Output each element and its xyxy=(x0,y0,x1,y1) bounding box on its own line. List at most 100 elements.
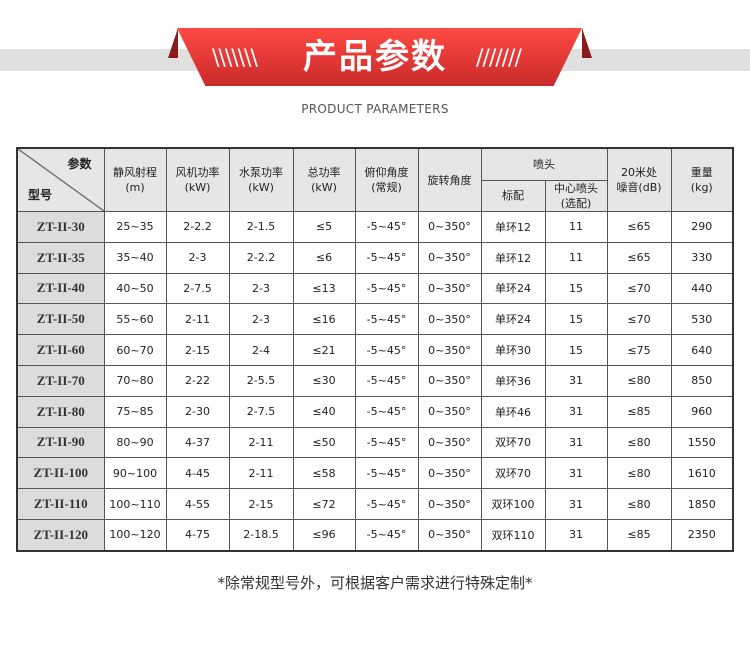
cell-weight: 530 xyxy=(670,303,734,336)
cell-noise: ≤80 xyxy=(606,488,672,520)
cell-weight: 640 xyxy=(670,334,734,366)
ribbon-fold-right xyxy=(582,28,592,58)
cell-fan-power: 2-7.5 xyxy=(165,272,230,305)
cell-total-power: ≤58 xyxy=(292,457,356,490)
header-rotation: 旋转角度 xyxy=(417,147,482,212)
table-row: ZT-II-50 55~60 2-11 2-3 ≤16 -5~45° 0~350° 单环24 1… xyxy=(16,303,734,336)
cell-pump-power: 2-18.5 xyxy=(228,518,294,552)
table-row: ZT-II-30 25~35 2-2.2 2-1.5 ≤5 -5~45° 0~350° 单环1… xyxy=(16,211,734,243)
cell-fan-power: 2-30 xyxy=(165,395,230,428)
cell-pitch: -5~45° xyxy=(354,303,419,336)
header-range: 静风射程 (m) xyxy=(103,147,167,212)
header-noise: 20米处 噪音(dB) xyxy=(606,147,672,212)
cell-rotation: 0~350° xyxy=(417,518,482,552)
cell-fan-power: 4-45 xyxy=(165,457,230,490)
cell-nozzle-standard: 双环110 xyxy=(480,518,546,552)
cell-pitch: -5~45° xyxy=(354,334,419,366)
cell-range: 80~90 xyxy=(103,426,167,459)
cell-range: 40~50 xyxy=(103,272,167,305)
cell-range: 90~100 xyxy=(103,457,167,490)
cell-model: ZT-II-90 xyxy=(16,426,105,459)
cell-nozzle-center: 15 xyxy=(544,303,608,336)
cell-nozzle-standard: 单环12 xyxy=(480,211,546,243)
cell-total-power: ≤50 xyxy=(292,426,356,459)
header-total-power: 总功率 (kW) xyxy=(292,147,356,212)
header-weight: 重量 (kg) xyxy=(670,147,734,212)
cell-noise: ≤65 xyxy=(606,241,672,274)
cell-pitch: -5~45° xyxy=(354,457,419,490)
cell-weight: 960 xyxy=(670,395,734,428)
cell-fan-power: 4-37 xyxy=(165,426,230,459)
cell-range: 100~110 xyxy=(103,488,167,520)
cell-fan-power: 4-55 xyxy=(165,488,230,520)
cell-model: ZT-II-35 xyxy=(16,241,105,274)
stripes-left-decoration: \\\\\\\ xyxy=(212,46,258,71)
cell-rotation: 0~350° xyxy=(417,211,482,243)
cell-total-power: ≤40 xyxy=(292,395,356,428)
cell-nozzle-center: 31 xyxy=(544,364,608,397)
header-pitch: 俯仰角度 (常规) xyxy=(354,147,419,212)
cell-model: ZT-II-30 xyxy=(16,211,105,243)
header-nozzle-center: 中心喷头 (选配) xyxy=(544,179,608,213)
page-subtitle: PRODUCT PARAMETERS xyxy=(301,102,449,116)
table-row: ZT-II-100 90~100 4-45 2-11 ≤58 -5~45° 0~350° 双环… xyxy=(16,457,734,490)
page-title: 产品参数 xyxy=(303,37,447,77)
cell-pitch: -5~45° xyxy=(354,241,419,274)
cell-noise: ≤80 xyxy=(606,457,672,490)
cell-weight: 330 xyxy=(670,241,734,274)
cell-nozzle-center: 31 xyxy=(544,488,608,520)
cell-rotation: 0~350° xyxy=(417,488,482,520)
cell-model: ZT-II-60 xyxy=(16,334,105,366)
cell-pump-power: 2-11 xyxy=(228,426,294,459)
cell-total-power: ≤21 xyxy=(292,334,356,366)
cell-pump-power: 2-15 xyxy=(228,488,294,520)
cell-fan-power: 2-11 xyxy=(165,303,230,336)
cell-range: 35~40 xyxy=(103,241,167,274)
cell-fan-power: 2-22 xyxy=(165,364,230,397)
table-row: ZT-II-70 70~80 2-22 2-5.5 ≤30 -5~45° 0~350° 单环3… xyxy=(16,364,734,397)
stripes-right-decoration: /////// xyxy=(476,46,522,71)
cell-model: ZT-II-80 xyxy=(16,395,105,428)
table-row: ZT-II-35 35~40 2-3 2-2.2 ≤6 -5~45° 0~350° 单环12 1… xyxy=(16,241,734,274)
cell-nozzle-standard: 单环36 xyxy=(480,364,546,397)
header-nozzle-standard: 标配 xyxy=(480,179,546,213)
cell-noise: ≤65 xyxy=(606,211,672,243)
cell-fan-power: 2-15 xyxy=(165,334,230,366)
cell-rotation: 0~350° xyxy=(417,426,482,459)
cell-weight: 1550 xyxy=(670,426,734,459)
cell-nozzle-center: 11 xyxy=(544,211,608,243)
cell-rotation: 0~350° xyxy=(417,364,482,397)
cell-rotation: 0~350° xyxy=(417,395,482,428)
cell-noise: ≤70 xyxy=(606,303,672,336)
cell-weight: 1610 xyxy=(670,457,734,490)
cell-total-power: ≤6 xyxy=(292,241,356,274)
cell-fan-power: 2-3 xyxy=(165,241,230,274)
cell-range: 55~60 xyxy=(103,303,167,336)
cell-nozzle-center: 15 xyxy=(544,272,608,305)
cell-nozzle-standard: 双环70 xyxy=(480,457,546,490)
cell-range: 60~70 xyxy=(103,334,167,366)
cell-pitch: -5~45° xyxy=(354,211,419,243)
table-row: ZT-II-40 40~50 2-7.5 2-3 ≤13 -5~45° 0~350° 单环24… xyxy=(16,272,734,305)
cell-model: ZT-II-70 xyxy=(16,364,105,397)
cell-model: ZT-II-50 xyxy=(16,303,105,336)
cell-weight: 2350 xyxy=(670,518,734,552)
header-nozzle: 喷头 xyxy=(480,147,608,181)
table-row: ZT-II-90 80~90 4-37 2-11 ≤50 -5~45° 0~350° 双环70… xyxy=(16,426,734,459)
cell-range: 75~85 xyxy=(103,395,167,428)
cell-total-power: ≤30 xyxy=(292,364,356,397)
customization-note: *除常规型号外，可根据客户需求进行特殊定制* xyxy=(217,574,533,592)
cell-nozzle-standard: 双环70 xyxy=(480,426,546,459)
corner-model-label: 型号 xyxy=(28,188,53,202)
table-row: ZT-II-110 100~110 4-55 2-15 ≤72 -5~45° 0~350° 双… xyxy=(16,488,734,520)
cell-model: ZT-II-110 xyxy=(16,488,105,520)
cell-rotation: 0~350° xyxy=(417,272,482,305)
cell-rotation: 0~350° xyxy=(417,241,482,274)
cell-noise: ≤85 xyxy=(606,518,672,552)
cell-nozzle-standard: 单环24 xyxy=(480,272,546,305)
cell-pump-power: 2-11 xyxy=(228,457,294,490)
cell-nozzle-center: 31 xyxy=(544,457,608,490)
cell-model: ZT-II-40 xyxy=(16,272,105,305)
cell-rotation: 0~350° xyxy=(417,457,482,490)
cell-fan-power: 2-2.2 xyxy=(165,211,230,243)
